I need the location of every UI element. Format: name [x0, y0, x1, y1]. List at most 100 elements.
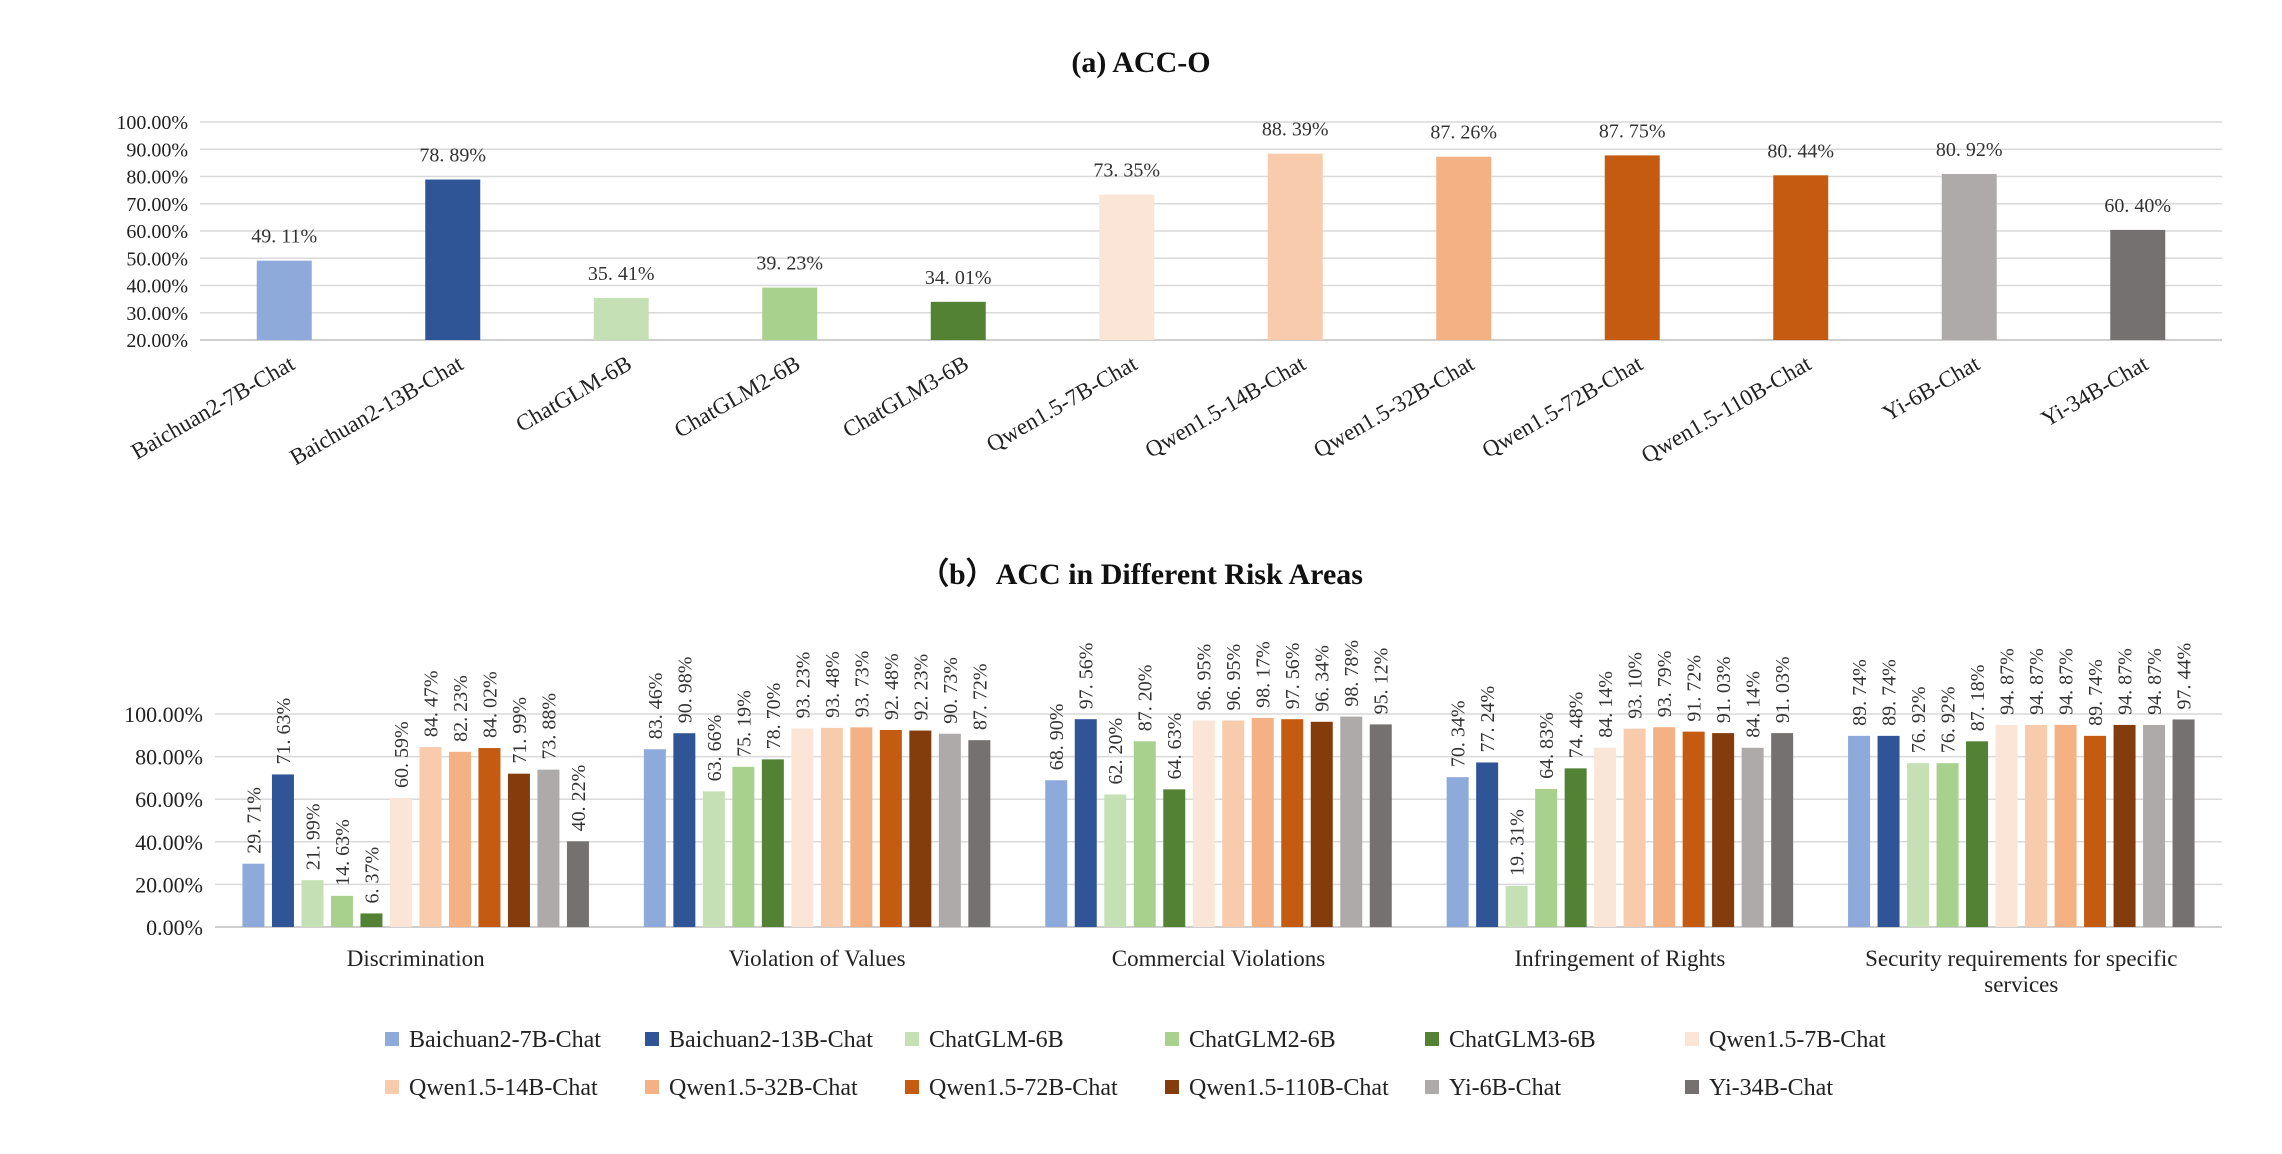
chart-b-title: （b）ACC in Different Risk Areas	[919, 557, 1363, 591]
bar-qwen1-5-72b-chat	[1682, 731, 1705, 927]
bar-baichuan2-13b-chat	[1877, 735, 1900, 927]
bar-yi-34b-chat	[2110, 229, 2166, 340]
y-tick-label: 20.00%	[126, 330, 188, 352]
bar-value-label: 6. 37%	[361, 847, 383, 904]
bar-chatglm-6b	[1907, 763, 1930, 927]
bar-qwen1-5-7b-chat	[1995, 724, 2018, 927]
bar-qwen1-5-72b-chat	[879, 730, 902, 927]
legend-swatch	[905, 1032, 919, 1046]
bar-value-label: 82. 23%	[450, 675, 472, 742]
bar-chatglm3-6b	[1966, 741, 1989, 927]
chart-b-x-axis: Discrimination Violation of Values Commerc…	[347, 946, 2178, 997]
bar-value-label: 63. 66%	[704, 715, 726, 782]
legend-label: Qwen1.5-14B-Chat	[409, 1075, 598, 1101]
bar-value-label: 49. 11%	[251, 226, 317, 248]
x-tick-label: Baichuan2-7B-Chat	[127, 350, 299, 464]
bar-value-label: 87. 18%	[1967, 665, 1989, 732]
legend-item: ChatGLM3-6B	[1425, 1027, 1596, 1053]
bar-value-label: 96. 95%	[1223, 644, 1245, 711]
legend-item: Yi-6B-Chat	[1425, 1075, 1561, 1101]
bar-value-label: 64. 83%	[1536, 712, 1558, 779]
legend-label: Qwen1.5-110B-Chat	[1189, 1075, 1389, 1101]
y-tick-label: 80.00%	[126, 167, 188, 189]
chart-a-gridlines	[200, 121, 2222, 341]
x-tick-label: Qwen1.5-72B-Chat	[1478, 350, 1648, 462]
legend-label: Qwen1.5-32B-Chat	[669, 1075, 858, 1101]
x-tick-label: Qwen1.5-32B-Chat	[1309, 350, 1479, 462]
bar-value-label: 70. 34%	[1448, 701, 1470, 768]
legend-label: Baichuan2-13B-Chat	[669, 1027, 873, 1053]
x-tick-label: Baichuan2-13B-Chat	[285, 350, 467, 470]
legend-swatch	[1425, 1080, 1439, 1094]
legend-item: Qwen1.5-110B-Chat	[1165, 1075, 1389, 1101]
legend-swatch	[1165, 1032, 1179, 1046]
x-tick-label: ChatGLM2-6B	[670, 351, 804, 443]
bar-qwen1-5-110b-chat	[1773, 175, 1829, 340]
bar-baichuan2-13b-chat	[425, 179, 481, 340]
bar-value-label: 73. 35%	[1093, 160, 1160, 182]
bar-yi-6b-chat	[2143, 724, 2166, 927]
legend-label: Yi-34B-Chat	[1709, 1075, 1833, 1101]
legend-item: Yi-34B-Chat	[1685, 1075, 1833, 1101]
bar-qwen1-5-32b-chat	[850, 727, 873, 927]
bar-qwen1-5-7b-chat	[791, 728, 814, 927]
bar-value-label: 90. 98%	[674, 657, 696, 724]
bar-chatglm2-6b	[762, 287, 818, 340]
bar-yi-34b-chat	[566, 841, 589, 927]
legend-swatch	[385, 1032, 399, 1046]
bar-value-label: 64. 63%	[1164, 713, 1186, 780]
x-tick-label: Yi-34B-Chat	[2037, 350, 2153, 431]
x-tick-label: services	[1984, 972, 2058, 997]
legend-label: ChatGLM3-6B	[1449, 1027, 1596, 1053]
bar-value-label: 83. 46%	[645, 673, 667, 740]
legend-swatch	[385, 1080, 399, 1094]
bar-value-label: 93. 23%	[792, 652, 814, 719]
bar-qwen1-5-32b-chat	[1653, 727, 1676, 927]
bar-value-label: 97. 56%	[1076, 643, 1098, 710]
bar-yi-34b-chat	[2172, 719, 2195, 927]
bar-yi-34b-chat	[968, 740, 991, 927]
bar-qwen1-5-14b-chat	[1267, 153, 1323, 340]
x-tick-label: Discrimination	[347, 946, 485, 971]
chart-b-legend: Baichuan2-7B-Chat Baichuan2-13B-Chat ChatG…	[385, 1027, 1886, 1101]
bar-value-label: 68. 90%	[1046, 704, 1068, 771]
legend-label: Yi-6B-Chat	[1449, 1075, 1561, 1101]
legend-item: Qwen1.5-32B-Chat	[645, 1075, 858, 1101]
bar-value-label: 96. 34%	[1312, 645, 1334, 712]
legend-label: ChatGLM2-6B	[1189, 1027, 1336, 1053]
bar-value-label: 14. 63%	[332, 819, 354, 886]
bar-value-label: 75. 19%	[733, 690, 755, 757]
bar-baichuan2-7b-chat	[256, 260, 312, 340]
bar-qwen1-5-7b-chat	[1192, 720, 1215, 927]
bar-value-label: 74. 48%	[1566, 692, 1588, 759]
bar-chatglm3-6b	[761, 759, 784, 927]
x-tick-label: ChatGLM3-6B	[839, 351, 973, 443]
bar-qwen1-5-72b-chat	[478, 748, 501, 927]
bar-value-label: 97. 56%	[1282, 643, 1304, 710]
bar-qwen1-5-72b-chat	[1281, 719, 1304, 927]
legend-label: Baichuan2-7B-Chat	[409, 1027, 601, 1053]
bar-value-label: 93. 79%	[1654, 651, 1676, 718]
legend-item: Baichuan2-7B-Chat	[385, 1027, 601, 1053]
legend-swatch	[1165, 1080, 1179, 1094]
x-tick-label: Security requirements for specific	[1865, 946, 2177, 971]
bar-value-label: 19. 31%	[1507, 809, 1529, 876]
x-tick-label: ChatGLM-6B	[511, 351, 635, 437]
chart-a-value-labels: 49. 11% 78. 89% 35. 41% 39. 23% 34. 01% 73. 3…	[251, 119, 2171, 289]
bar-value-label: 77. 24%	[1477, 686, 1499, 753]
bar-qwen1-5-110b-chat	[507, 773, 530, 927]
bar-yi-34b-chat	[1771, 733, 1794, 927]
bar-qwen1-5-14b-chat	[1222, 720, 1245, 927]
bar-value-label: 78. 89%	[419, 145, 486, 167]
y-tick-label: 50.00%	[126, 248, 188, 270]
bar-value-label: 93. 48%	[822, 651, 844, 718]
bar-value-label: 94. 87%	[2026, 648, 2048, 715]
chart-b-value-labels: 29. 71% 71. 63% 21. 99% 14. 63% 6. 37% 60. 59…	[243, 640, 2195, 904]
bar-value-label: 93. 10%	[1625, 652, 1647, 719]
bar-qwen1-5-7b-chat	[1099, 194, 1155, 340]
y-tick-label: 40.00%	[126, 276, 188, 298]
y-tick-label: 30.00%	[126, 303, 188, 325]
bar-value-label: 84. 47%	[420, 670, 442, 737]
legend-label: Qwen1.5-72B-Chat	[929, 1075, 1118, 1101]
y-tick-label: 0.00%	[146, 915, 203, 940]
